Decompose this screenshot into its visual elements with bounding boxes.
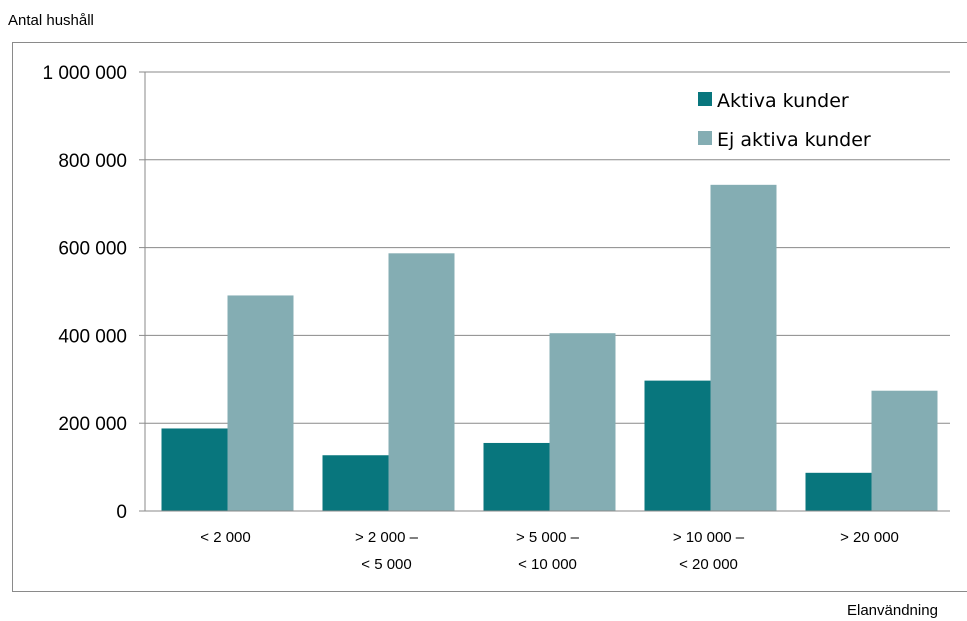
bar-ej-aktiva	[549, 333, 616, 511]
bar-ej-aktiva	[871, 390, 938, 511]
legend-swatch	[698, 131, 712, 145]
y-axis-ticks: 0 200 000 400 000 600 000 800 000 1 000 000	[42, 63, 145, 523]
y-tick-label: 1 000 000	[42, 63, 127, 84]
x-tick-label-line: > 5 000 –	[516, 529, 580, 546]
x-tick-label-line: < 20 000	[679, 556, 738, 573]
x-tick-label: > 5 000 – < 10 000	[516, 529, 580, 573]
y-tick-label: 400 000	[58, 326, 127, 347]
bar-aktiva	[805, 472, 872, 511]
y-tick-label: 0	[116, 502, 127, 523]
bar-aktiva	[644, 380, 711, 511]
x-tick-label-line: < 5 000	[361, 556, 411, 573]
bar-ej-aktiva	[227, 295, 294, 511]
x-tick-label: < 2 000	[200, 529, 250, 546]
x-tick-label: > 20 000	[840, 529, 899, 546]
bar-ej-aktiva	[388, 253, 455, 511]
y-tick-label: 800 000	[58, 151, 127, 172]
legend-label: Aktiva kunder	[717, 90, 849, 112]
legend-swatch	[698, 92, 712, 106]
x-axis-title: Elanvändning	[847, 602, 938, 619]
x-axis	[144, 72, 950, 512]
legend-label: Ej aktiva kunder	[717, 129, 871, 151]
x-tick-label-line: < 2 000	[200, 529, 250, 546]
bar-aktiva	[322, 455, 389, 511]
bar-ej-aktiva	[710, 184, 777, 511]
bar-aktiva	[483, 442, 550, 511]
x-axis-ticks: < 2 000 > 2 000 – < 5 000 > 5 000 – < 10 000…	[200, 529, 899, 573]
x-tick-label: > 10 000 – < 20 000	[673, 529, 745, 573]
y-axis-title: Antal hushåll	[8, 12, 94, 29]
chart-frame	[12, 42, 967, 592]
bar-aktiva	[161, 428, 228, 511]
bars	[161, 184, 938, 511]
x-tick-label-line: > 10 000 –	[673, 529, 745, 546]
y-tick-label: 600 000	[58, 239, 127, 260]
y-tick-label: 200 000	[58, 414, 127, 435]
x-tick-label-line: < 10 000	[518, 556, 577, 573]
x-tick-label-line: > 2 000 –	[355, 529, 419, 546]
legend: Aktiva kunder Ej aktiva kunder	[698, 90, 871, 151]
x-tick-label: > 2 000 – < 5 000	[355, 529, 419, 573]
x-tick-label-line: > 20 000	[840, 529, 899, 546]
